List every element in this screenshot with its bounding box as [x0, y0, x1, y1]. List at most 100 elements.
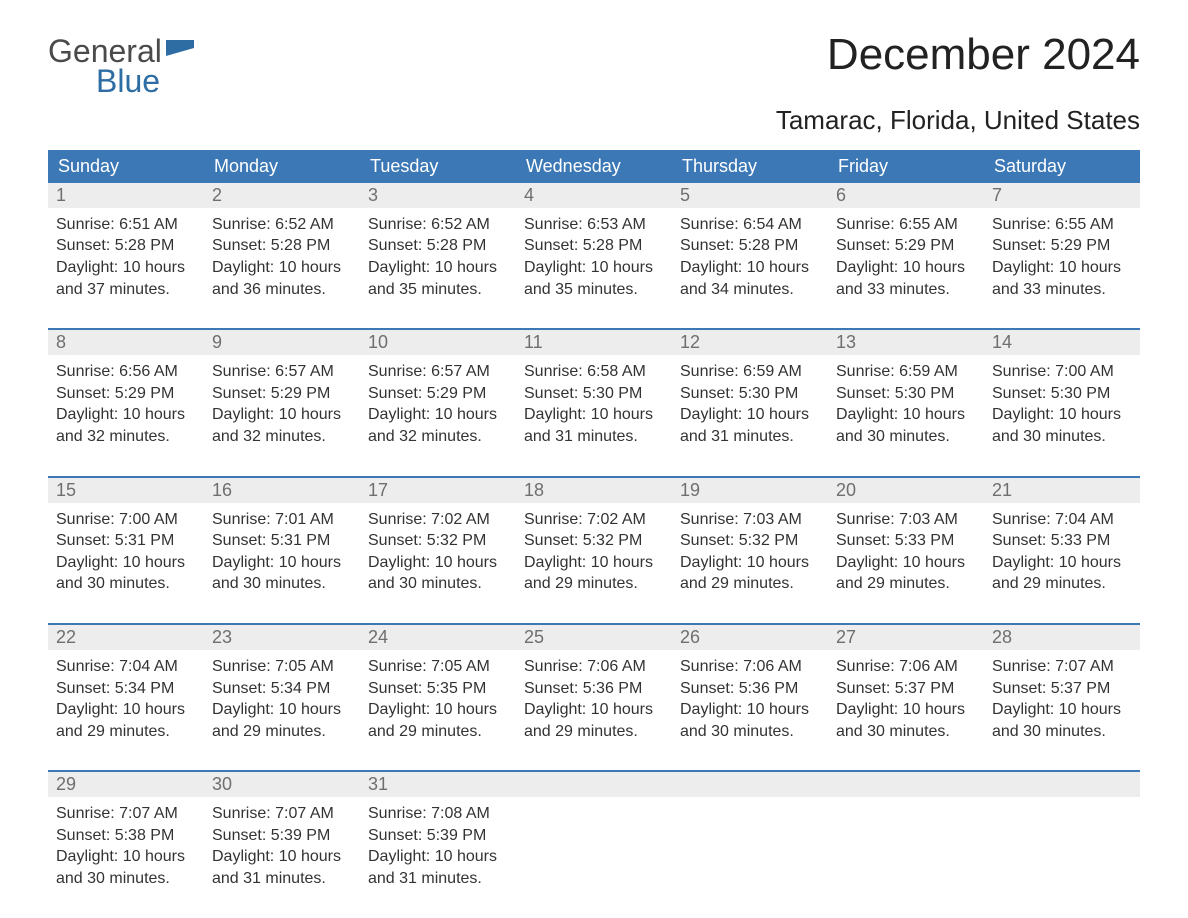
daylight-line-1: Daylight: 10 hours — [992, 699, 1132, 721]
daylight-line-1: Daylight: 10 hours — [992, 552, 1132, 574]
day-number: 9 — [204, 330, 360, 355]
sunset-text: Sunset: 5:28 PM — [212, 235, 352, 257]
day-number — [672, 772, 828, 797]
sunset-text: Sunset: 5:32 PM — [524, 530, 664, 552]
weekday-header: Sunday — [48, 150, 204, 183]
daylight-line-2: and 30 minutes. — [56, 573, 196, 595]
daylight-line-2: and 30 minutes. — [368, 573, 508, 595]
sunset-text: Sunset: 5:36 PM — [680, 678, 820, 700]
day-number: 28 — [984, 625, 1140, 650]
daylight-line-2: and 30 minutes. — [992, 426, 1132, 448]
day-number: 17 — [360, 478, 516, 503]
daylight-line-2: and 31 minutes. — [524, 426, 664, 448]
location-subtitle: Tamarac, Florida, United States — [48, 105, 1140, 136]
day-cell: Sunrise: 7:00 AMSunset: 5:31 PMDaylight:… — [48, 503, 204, 605]
sunrise-text: Sunrise: 7:00 AM — [992, 361, 1132, 383]
day-cell: Sunrise: 7:06 AMSunset: 5:37 PMDaylight:… — [828, 650, 984, 752]
sunset-text: Sunset: 5:28 PM — [368, 235, 508, 257]
daylight-line-2: and 29 minutes. — [680, 573, 820, 595]
daylight-line-2: and 29 minutes. — [212, 721, 352, 743]
sunset-text: Sunset: 5:29 PM — [56, 383, 196, 405]
day-number: 19 — [672, 478, 828, 503]
daylight-line-1: Daylight: 10 hours — [992, 257, 1132, 279]
day-number: 6 — [828, 183, 984, 208]
sunrise-text: Sunrise: 6:52 AM — [212, 214, 352, 236]
sunset-text: Sunset: 5:37 PM — [836, 678, 976, 700]
day-number: 10 — [360, 330, 516, 355]
daylight-line-1: Daylight: 10 hours — [56, 404, 196, 426]
day-cell: Sunrise: 7:02 AMSunset: 5:32 PMDaylight:… — [516, 503, 672, 605]
logo-text-2: Blue — [96, 66, 194, 96]
sunset-text: Sunset: 5:31 PM — [212, 530, 352, 552]
sunset-text: Sunset: 5:37 PM — [992, 678, 1132, 700]
day-cell: Sunrise: 7:07 AMSunset: 5:39 PMDaylight:… — [204, 797, 360, 899]
daylight-line-1: Daylight: 10 hours — [212, 552, 352, 574]
day-number: 11 — [516, 330, 672, 355]
sunrise-text: Sunrise: 6:59 AM — [836, 361, 976, 383]
sunrise-text: Sunrise: 7:03 AM — [836, 509, 976, 531]
day-cell: Sunrise: 7:04 AMSunset: 5:33 PMDaylight:… — [984, 503, 1140, 605]
day-cell: Sunrise: 6:52 AMSunset: 5:28 PMDaylight:… — [204, 208, 360, 310]
daylight-line-1: Daylight: 10 hours — [368, 846, 508, 868]
daylight-line-1: Daylight: 10 hours — [680, 257, 820, 279]
daylight-line-1: Daylight: 10 hours — [524, 404, 664, 426]
flag-icon — [166, 36, 194, 66]
daylight-line-1: Daylight: 10 hours — [368, 257, 508, 279]
daylight-line-1: Daylight: 10 hours — [836, 257, 976, 279]
daylight-line-2: and 30 minutes. — [836, 721, 976, 743]
daylight-line-2: and 35 minutes. — [368, 279, 508, 301]
daylight-line-2: and 31 minutes. — [368, 868, 508, 890]
day-number: 24 — [360, 625, 516, 650]
daylight-line-1: Daylight: 10 hours — [524, 552, 664, 574]
day-number: 30 — [204, 772, 360, 797]
daylight-line-2: and 33 minutes. — [992, 279, 1132, 301]
sunset-text: Sunset: 5:35 PM — [368, 678, 508, 700]
day-cell — [828, 797, 984, 899]
day-cell: Sunrise: 6:55 AMSunset: 5:29 PMDaylight:… — [984, 208, 1140, 310]
daylight-line-1: Daylight: 10 hours — [680, 404, 820, 426]
daylight-line-1: Daylight: 10 hours — [56, 257, 196, 279]
day-number: 23 — [204, 625, 360, 650]
sunrise-text: Sunrise: 7:06 AM — [524, 656, 664, 678]
daylight-line-2: and 31 minutes. — [212, 868, 352, 890]
sunset-text: Sunset: 5:39 PM — [212, 825, 352, 847]
sunrise-text: Sunrise: 7:02 AM — [524, 509, 664, 531]
day-number: 20 — [828, 478, 984, 503]
day-cell: Sunrise: 7:03 AMSunset: 5:32 PMDaylight:… — [672, 503, 828, 605]
daylight-line-2: and 32 minutes. — [212, 426, 352, 448]
day-cell: Sunrise: 7:02 AMSunset: 5:32 PMDaylight:… — [360, 503, 516, 605]
daylight-line-1: Daylight: 10 hours — [368, 699, 508, 721]
day-cell: Sunrise: 6:56 AMSunset: 5:29 PMDaylight:… — [48, 355, 204, 457]
day-number: 26 — [672, 625, 828, 650]
sunset-text: Sunset: 5:33 PM — [836, 530, 976, 552]
sunrise-text: Sunrise: 7:08 AM — [368, 803, 508, 825]
day-cell: Sunrise: 7:06 AMSunset: 5:36 PMDaylight:… — [516, 650, 672, 752]
sunset-text: Sunset: 5:28 PM — [56, 235, 196, 257]
sunrise-text: Sunrise: 6:57 AM — [212, 361, 352, 383]
daylight-line-2: and 30 minutes. — [56, 868, 196, 890]
calendar-week: 15161718192021Sunrise: 7:00 AMSunset: 5:… — [48, 476, 1140, 605]
page-title: December 2024 — [827, 30, 1140, 80]
sunset-text: Sunset: 5:29 PM — [368, 383, 508, 405]
day-number: 27 — [828, 625, 984, 650]
day-cell — [984, 797, 1140, 899]
sunrise-text: Sunrise: 6:56 AM — [56, 361, 196, 383]
day-number: 7 — [984, 183, 1140, 208]
day-number: 21 — [984, 478, 1140, 503]
daylight-line-2: and 31 minutes. — [680, 426, 820, 448]
sunset-text: Sunset: 5:28 PM — [680, 235, 820, 257]
sunset-text: Sunset: 5:34 PM — [212, 678, 352, 700]
sunrise-text: Sunrise: 7:05 AM — [368, 656, 508, 678]
calendar-week: 891011121314Sunrise: 6:56 AMSunset: 5:29… — [48, 328, 1140, 457]
daylight-line-2: and 35 minutes. — [524, 279, 664, 301]
daylight-line-1: Daylight: 10 hours — [212, 404, 352, 426]
day-cell: Sunrise: 7:00 AMSunset: 5:30 PMDaylight:… — [984, 355, 1140, 457]
day-cell: Sunrise: 6:57 AMSunset: 5:29 PMDaylight:… — [360, 355, 516, 457]
daylight-line-2: and 30 minutes. — [992, 721, 1132, 743]
daylight-line-2: and 29 minutes. — [992, 573, 1132, 595]
daylight-line-2: and 33 minutes. — [836, 279, 976, 301]
weekday-header-row: SundayMondayTuesdayWednesdayThursdayFrid… — [48, 150, 1140, 183]
sunset-text: Sunset: 5:30 PM — [680, 383, 820, 405]
weekday-header: Wednesday — [516, 150, 672, 183]
day-cell: Sunrise: 7:07 AMSunset: 5:38 PMDaylight:… — [48, 797, 204, 899]
